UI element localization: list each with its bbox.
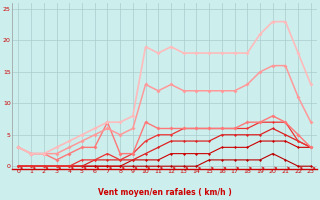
X-axis label: Vent moyen/en rafales ( km/h ): Vent moyen/en rafales ( km/h ) (98, 188, 231, 197)
